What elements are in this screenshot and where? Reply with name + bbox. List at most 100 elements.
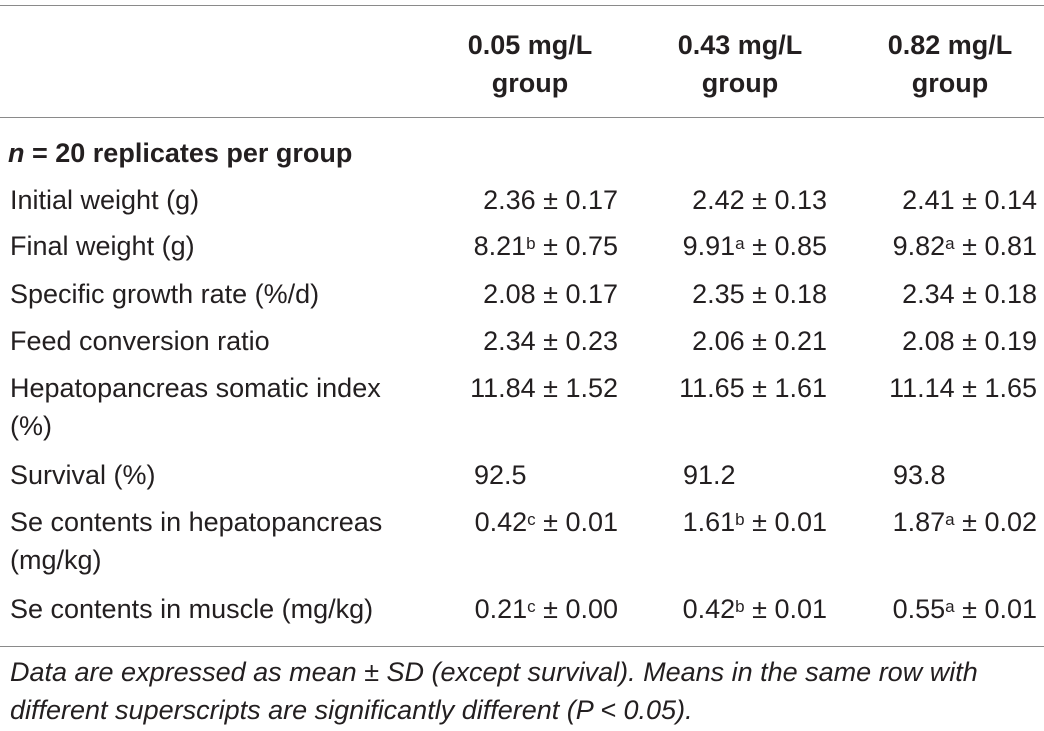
cell-value: 2.34 ± 0.23 <box>483 322 618 360</box>
row-label: Hepatopancreas somatic index (%) <box>10 369 430 445</box>
cell-value: 2.41 ± 0.14 <box>902 181 1037 219</box>
mean-value: 2.35 <box>692 279 745 309</box>
mean-value: 11.84 <box>470 373 536 403</box>
mean-value: 11.65 <box>679 373 745 403</box>
sd-value: ± 0.18 <box>954 279 1037 309</box>
row-label: Specific growth rate (%/d) <box>10 279 320 309</box>
row-label-line: (mg/kg) <box>10 545 102 575</box>
mean-value: 2.06 <box>692 326 745 356</box>
superscript-letter: b <box>735 510 745 529</box>
table-top-rule <box>0 5 1044 6</box>
cell-value: 11.84 ± 1.52 <box>470 369 618 407</box>
sd-value: ± 0.23 <box>535 326 618 356</box>
sd-value: ± 0.01 <box>744 594 827 624</box>
sd-value: ± 0.17 <box>535 185 618 215</box>
header-divider-rule <box>0 117 1044 118</box>
table-bottom-rule <box>0 646 1044 647</box>
cell-value: 2.42 ± 0.13 <box>692 181 827 219</box>
mean-value: 8.21 <box>473 231 527 261</box>
mean-value: 2.41 <box>902 185 955 215</box>
mean-value: 2.42 <box>692 185 745 215</box>
cell-value: 9.91a ± 0.85 <box>683 227 827 265</box>
superscript-letter: b <box>735 597 745 616</box>
mean-value: 1.87 <box>892 507 946 537</box>
cell-value: 1.61b ± 0.01 <box>683 503 827 541</box>
sd-value: ± 1.52 <box>535 373 618 403</box>
cell-value: 2.06 ± 0.21 <box>692 322 827 360</box>
sd-value: ± 0.01 <box>535 507 618 537</box>
sd-value: ± 0.21 <box>744 326 827 356</box>
sd-value: ± 0.01 <box>744 507 827 537</box>
cell-value: 2.34 ± 0.18 <box>902 275 1037 313</box>
row-label: Survival (%) <box>10 460 156 490</box>
row-label: Feed conversion ratio <box>10 326 270 356</box>
superscript-letter: a <box>945 597 955 616</box>
cell-value: 11.14 ± 1.65 <box>889 369 1037 407</box>
row-label-line: Se contents in hepatopancreas <box>10 507 383 537</box>
row-label: Final weight (g) <box>10 231 195 261</box>
column-header-line: group <box>701 68 779 98</box>
mean-value: 0.21 <box>474 594 528 624</box>
mean-value: 2.34 <box>483 326 536 356</box>
footnote-line: different superscripts are significantly… <box>10 695 693 725</box>
mean-value: 0.55 <box>892 594 946 624</box>
column-header-line: group <box>491 68 569 98</box>
cell-value: 93.8 <box>893 460 946 490</box>
sd-value: ± 0.02 <box>954 507 1037 537</box>
superscript-letter: a <box>735 234 745 253</box>
cell-value: 0.21c ± 0.00 <box>475 590 618 628</box>
column-header-0-82: 0.82 mg/L group <box>850 26 1044 102</box>
mean-value: 0.42 <box>682 594 736 624</box>
mean-value: 1.61 <box>682 507 736 537</box>
sd-value: ± 0.19 <box>954 326 1037 356</box>
cell-value: 0.55a ± 0.01 <box>893 590 1037 628</box>
row-label-line: Hepatopancreas somatic index <box>10 373 381 403</box>
cell-value: 9.82a ± 0.81 <box>893 227 1037 265</box>
sd-value: ± 0.18 <box>744 279 827 309</box>
sd-value: ± 0.13 <box>744 185 827 215</box>
mean-value: 2.36 <box>483 185 536 215</box>
mean-value: 2.34 <box>902 279 955 309</box>
mean-value: 9.82 <box>892 231 946 261</box>
sd-value: ± 1.61 <box>744 373 827 403</box>
mean-value: 11.14 <box>889 373 955 403</box>
superscript-letter: a <box>945 510 955 529</box>
row-label: Se contents in hepatopancreas (mg/kg) <box>10 503 430 579</box>
superscript-letter: b <box>526 234 536 253</box>
sd-value: ± 0.14 <box>954 185 1037 215</box>
cell-value: 2.08 ± 0.19 <box>902 322 1037 360</box>
mean-value: 0.42 <box>474 507 528 537</box>
sd-value: ± 0.01 <box>954 594 1037 624</box>
row-label: Se contents in muscle (mg/kg) <box>10 594 374 624</box>
table-footnote: Data are expressed as mean ± SD (except … <box>10 653 1040 729</box>
cell-value: 2.36 ± 0.17 <box>483 181 618 219</box>
mean-value: 2.08 <box>902 326 955 356</box>
superscript-letter: c <box>527 510 536 529</box>
mean-value: 2.08 <box>483 279 536 309</box>
section-heading-text: = 20 replicates per group <box>24 138 353 168</box>
row-label-line: (%) <box>10 411 52 441</box>
section-heading: n = 20 replicates per group <box>8 134 352 172</box>
sd-value: ± 0.17 <box>535 279 618 309</box>
cell-value: 2.08 ± 0.17 <box>483 275 618 313</box>
column-header-0-43: 0.43 mg/L group <box>640 26 840 102</box>
footnote-line: Data are expressed as mean ± SD (except … <box>10 657 978 687</box>
n-symbol: n <box>8 138 25 168</box>
sd-value: ± 1.65 <box>954 373 1037 403</box>
cell-value: 11.65 ± 1.61 <box>679 369 827 407</box>
column-header-line: 0.43 mg/L <box>677 30 803 60</box>
column-header-0-05: 0.05 mg/L group <box>430 26 630 102</box>
mean-value: 9.91 <box>682 231 736 261</box>
cell-value: 92.5 <box>474 460 527 490</box>
sd-value: ± 0.75 <box>535 231 618 261</box>
cell-value: 91.2 <box>683 460 736 490</box>
column-header-line: 0.05 mg/L <box>467 30 593 60</box>
column-header-line: group <box>911 68 989 98</box>
cell-value: 8.21b ± 0.75 <box>474 227 618 265</box>
cell-value: 0.42b ± 0.01 <box>683 590 827 628</box>
sd-value: ± 0.81 <box>954 231 1037 261</box>
cell-value: 0.42c ± 0.01 <box>475 503 618 541</box>
row-label: Initial weight (g) <box>10 185 200 215</box>
cell-value: 2.35 ± 0.18 <box>692 275 827 313</box>
superscript-letter: a <box>945 234 955 253</box>
